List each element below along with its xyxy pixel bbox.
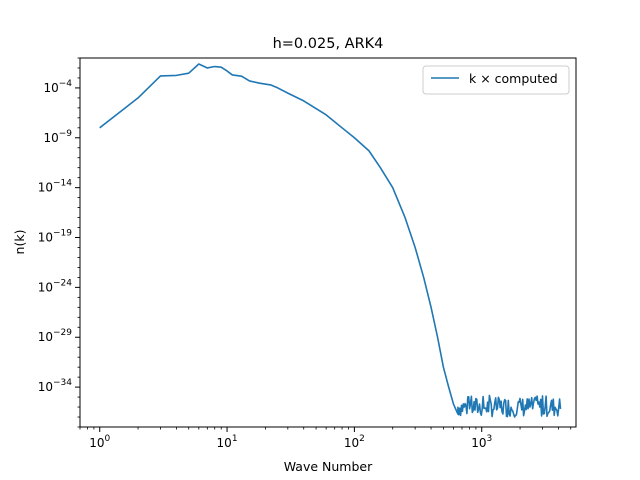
series-layer [99, 63, 562, 418]
y-tick-label: 10−34 [38, 378, 73, 394]
y-axis-label: n(k) [12, 230, 27, 255]
chart-title: h=0.025, ARK4 [273, 36, 384, 52]
axes-frame [79, 57, 577, 428]
y-tick-label: 10−29 [38, 328, 73, 344]
x-tick-label: 103 [471, 434, 492, 450]
y-axis-ticks: 10−4 10−9 10−14 10−19 10−24 10−29 10−34 [38, 57, 80, 428]
y-tick-label: 10−9 [43, 129, 72, 145]
y-tick-label: 10−24 [38, 278, 73, 294]
legend-entry: k × computed [469, 71, 558, 86]
y-tick-label: 10−14 [38, 179, 73, 195]
plot-area: 100 101 102 103 10−4 10−9 10−14 10−19 10−24 10−2… [38, 57, 577, 450]
x-tick-label: 102 [344, 434, 365, 450]
y-tick-label: 10−4 [43, 79, 72, 95]
x-axis-ticks: 100 101 102 103 [79, 427, 572, 450]
legend-box [422, 65, 570, 95]
x-tick-label: 101 [217, 434, 238, 450]
y-tick-label: 10−19 [38, 229, 73, 245]
legend: k × computed [422, 65, 570, 95]
x-tick-label: 100 [89, 434, 110, 450]
series-line-computed [99, 63, 562, 418]
x-axis-label: Wave Number [284, 459, 373, 474]
